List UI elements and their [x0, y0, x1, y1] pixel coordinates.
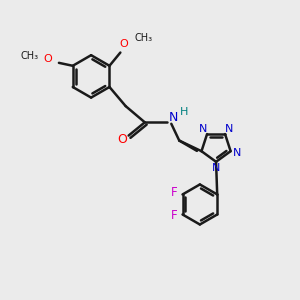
Text: O: O — [117, 133, 127, 146]
Text: N: N — [169, 110, 178, 124]
Text: F: F — [170, 187, 177, 200]
Text: N: N — [199, 124, 207, 134]
Text: O: O — [120, 39, 129, 49]
Text: H: H — [180, 107, 188, 117]
Text: O: O — [43, 54, 52, 64]
Text: CH₃: CH₃ — [135, 33, 153, 43]
Text: N: N — [225, 124, 233, 134]
Text: N: N — [212, 163, 220, 173]
Text: CH₃: CH₃ — [21, 51, 39, 62]
Text: N: N — [232, 148, 241, 158]
Text: F: F — [170, 209, 177, 223]
